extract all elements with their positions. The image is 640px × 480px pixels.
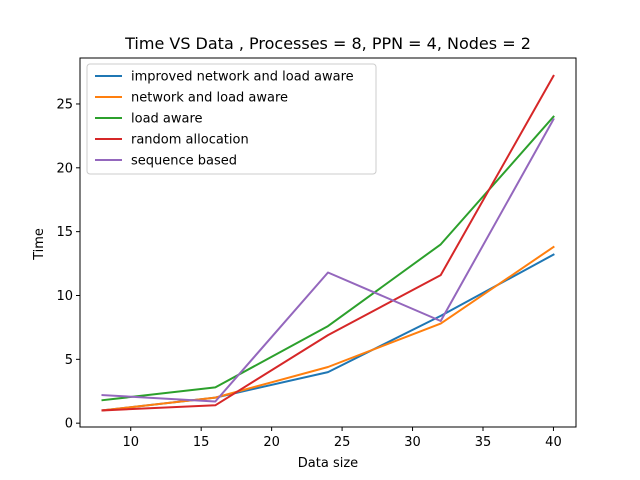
x-axis-label: Data size: [298, 456, 358, 471]
x-tick-label-3: 25: [334, 435, 351, 450]
x-tick-label-5: 35: [475, 435, 492, 450]
y-tick-label-4: 20: [56, 161, 73, 176]
y-tick-label-1: 5: [65, 353, 73, 368]
series-line-1: [101, 245, 555, 412]
x-tick-label-4: 30: [404, 435, 421, 450]
x-tick-label-1: 15: [193, 435, 210, 450]
chart-title: Time VS Data , Processes = 8, PPN = 4, N…: [124, 34, 531, 53]
x-tick-label-2: 20: [263, 435, 280, 450]
legend-box: [86, 63, 377, 175]
legend-label-2: load aware: [131, 112, 203, 127]
x-tick-label-0: 10: [122, 435, 139, 450]
y-tick-label-0: 0: [65, 417, 73, 432]
legend-label-1: network and load aware: [131, 91, 288, 106]
y-tick-label-3: 15: [56, 225, 73, 240]
series-line-2: [101, 115, 555, 402]
axes-frame: [79, 57, 577, 428]
x-tick-label-6: 40: [545, 435, 562, 450]
plot-area: 10 15 20 25 30 35 40 0 5 10 15 20 25 improved network…: [56, 57, 577, 450]
y-axis-label: Time: [32, 228, 47, 261]
legend-label-0: improved network and load aware: [131, 70, 354, 85]
series-line-4: [101, 117, 555, 403]
legend-label-3: random allocation: [131, 133, 249, 148]
y-tick-label-2: 10: [56, 289, 73, 304]
legend-label-4: sequence based: [131, 154, 237, 169]
series-line-3: [101, 74, 555, 412]
y-tick-label-5: 25: [56, 97, 73, 112]
